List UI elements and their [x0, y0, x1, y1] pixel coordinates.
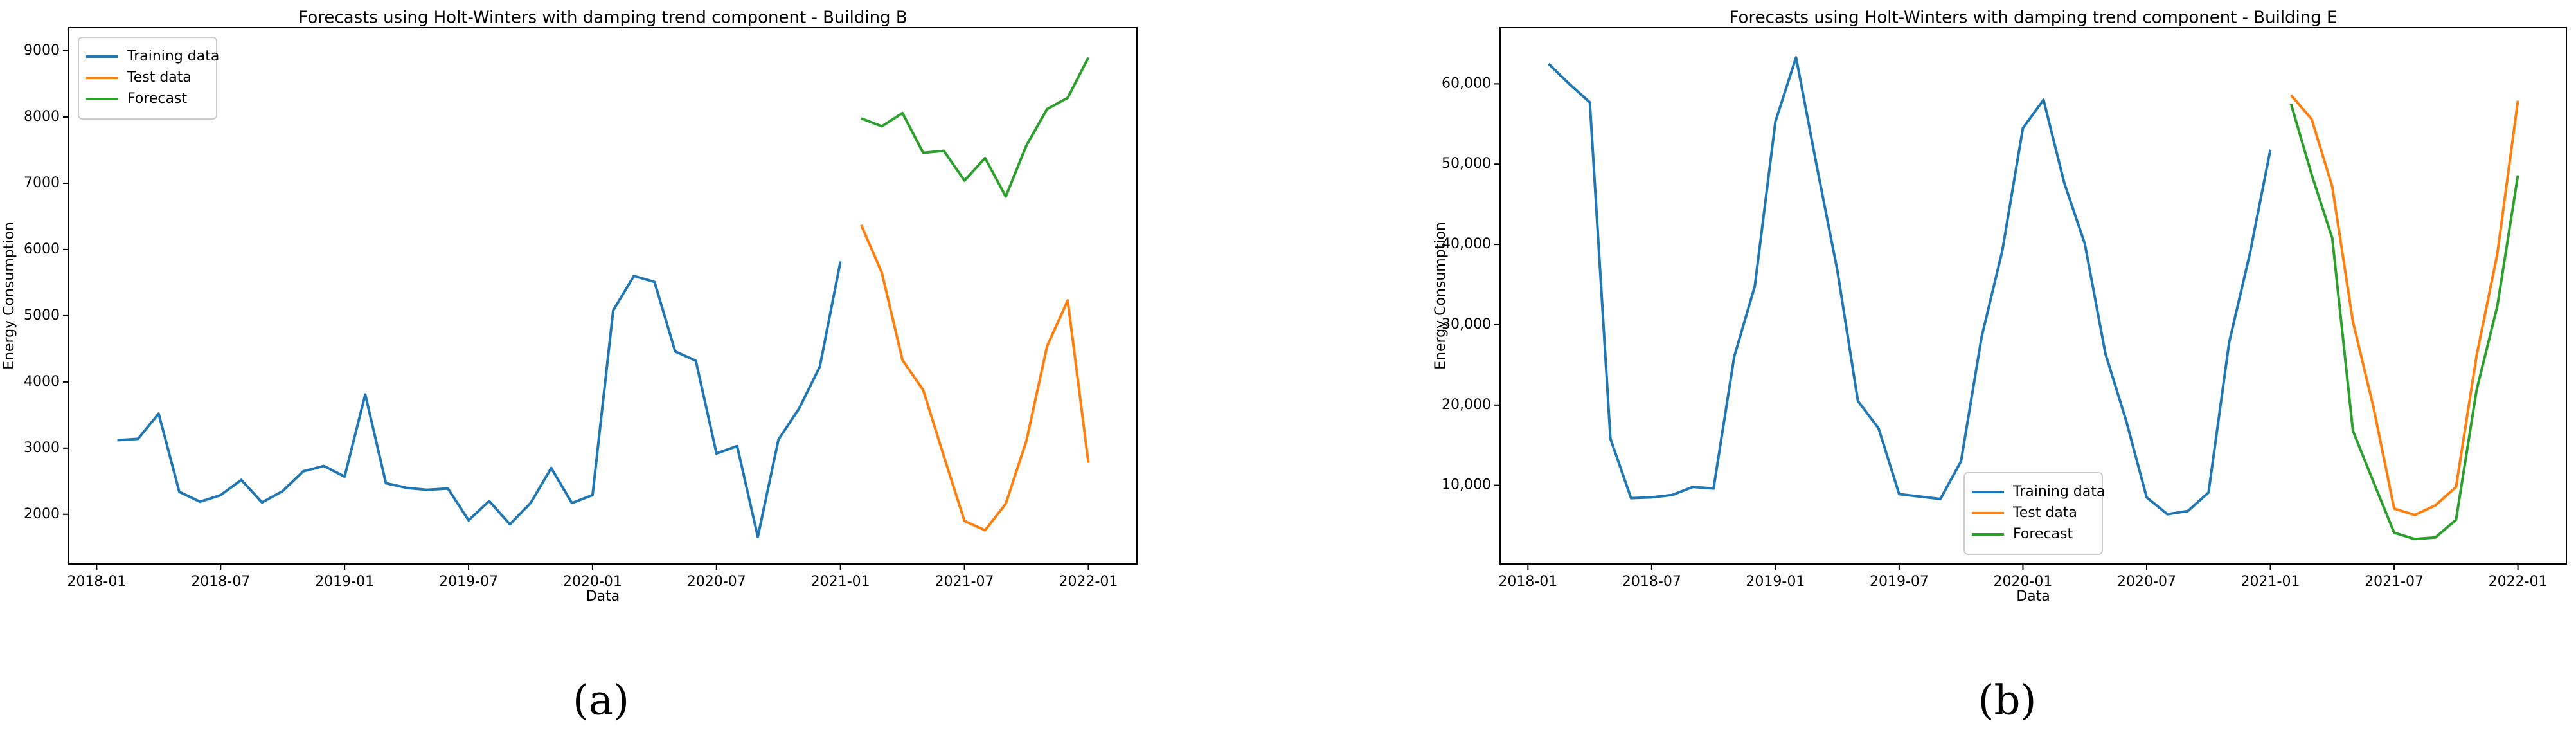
- series-line: [117, 261, 842, 538]
- x-tick-label: 2019-07: [1870, 574, 1929, 590]
- y-axis-label: Energy Consumption: [1, 222, 17, 370]
- x-tick-label: 2018-01: [67, 574, 126, 590]
- x-tick-label: 2019-07: [439, 574, 498, 590]
- y-tick-label: 6000: [24, 241, 60, 257]
- series-line: [2289, 104, 2519, 541]
- caption: (b): [1978, 677, 2037, 725]
- legend-label: Forecast: [2013, 526, 2073, 542]
- y-tick-label: 60,000: [1442, 75, 1491, 91]
- y-tick-label: 30,000: [1442, 316, 1491, 332]
- x-tick-label: 2018-07: [191, 574, 250, 590]
- x-tick-label: 2021-01: [2241, 574, 2300, 590]
- chart-title: Forecasts using Holt-Winters with dampin…: [298, 8, 907, 28]
- legend-label: Forecast: [127, 91, 187, 107]
- x-tick-label: 2019-01: [315, 574, 374, 590]
- y-tick-label: 8000: [24, 109, 60, 125]
- x-tick-label: 2020-01: [1993, 574, 2052, 590]
- legend-label: Training data: [2012, 484, 2105, 500]
- series-line: [1548, 56, 2272, 516]
- x-tick-label: 2022-01: [2489, 574, 2548, 590]
- series-line: [2290, 94, 2519, 516]
- x-tick-label: 2022-01: [1059, 574, 1118, 590]
- caption: (a): [573, 677, 629, 725]
- x-tick-label: 2020-01: [563, 574, 622, 590]
- series-line: [861, 57, 1090, 198]
- y-tick-label: 9000: [24, 42, 60, 59]
- x-axis-label: Data: [2016, 588, 2050, 605]
- y-tick-label: 10,000: [1442, 477, 1491, 493]
- y-tick-label: 2000: [24, 506, 60, 522]
- legend-label: Test data: [127, 69, 192, 86]
- y-tick-label: 4000: [24, 374, 60, 390]
- x-tick-label: 2021-01: [811, 574, 870, 590]
- x-tick-label: 2020-07: [687, 574, 746, 590]
- x-tick-label: 2020-07: [2117, 574, 2176, 590]
- y-tick-label: 7000: [24, 175, 60, 191]
- x-tick-label: 2021-07: [2365, 574, 2424, 590]
- plot-area: [1499, 27, 2567, 565]
- x-tick-label: 2018-01: [1498, 574, 1557, 590]
- chart-title: Forecasts using Holt-Winters with dampin…: [1730, 8, 2338, 28]
- legend: Training data Test data Forecast: [78, 37, 219, 120]
- legend-label: Test data: [2012, 505, 2077, 521]
- y-axis-label: Energy Consumption: [1433, 222, 1449, 370]
- y-tick-label: 3000: [24, 440, 60, 456]
- x-tick-label: 2018-07: [1622, 574, 1681, 590]
- x-axis-label: Data: [586, 588, 620, 605]
- x-tick-label: 2019-01: [1746, 574, 1805, 590]
- plot-area: [68, 27, 1138, 565]
- legend: Training data Test data Forecast: [1963, 472, 2105, 555]
- legend-label: Training data: [127, 48, 219, 64]
- y-tick-label: 20,000: [1442, 397, 1491, 413]
- series-line: [860, 224, 1090, 532]
- y-tick-label: 40,000: [1442, 236, 1491, 252]
- y-tick-label: 5000: [24, 307, 60, 323]
- y-tick-label: 50,000: [1442, 156, 1491, 172]
- x-tick-label: 2021-07: [935, 574, 994, 590]
